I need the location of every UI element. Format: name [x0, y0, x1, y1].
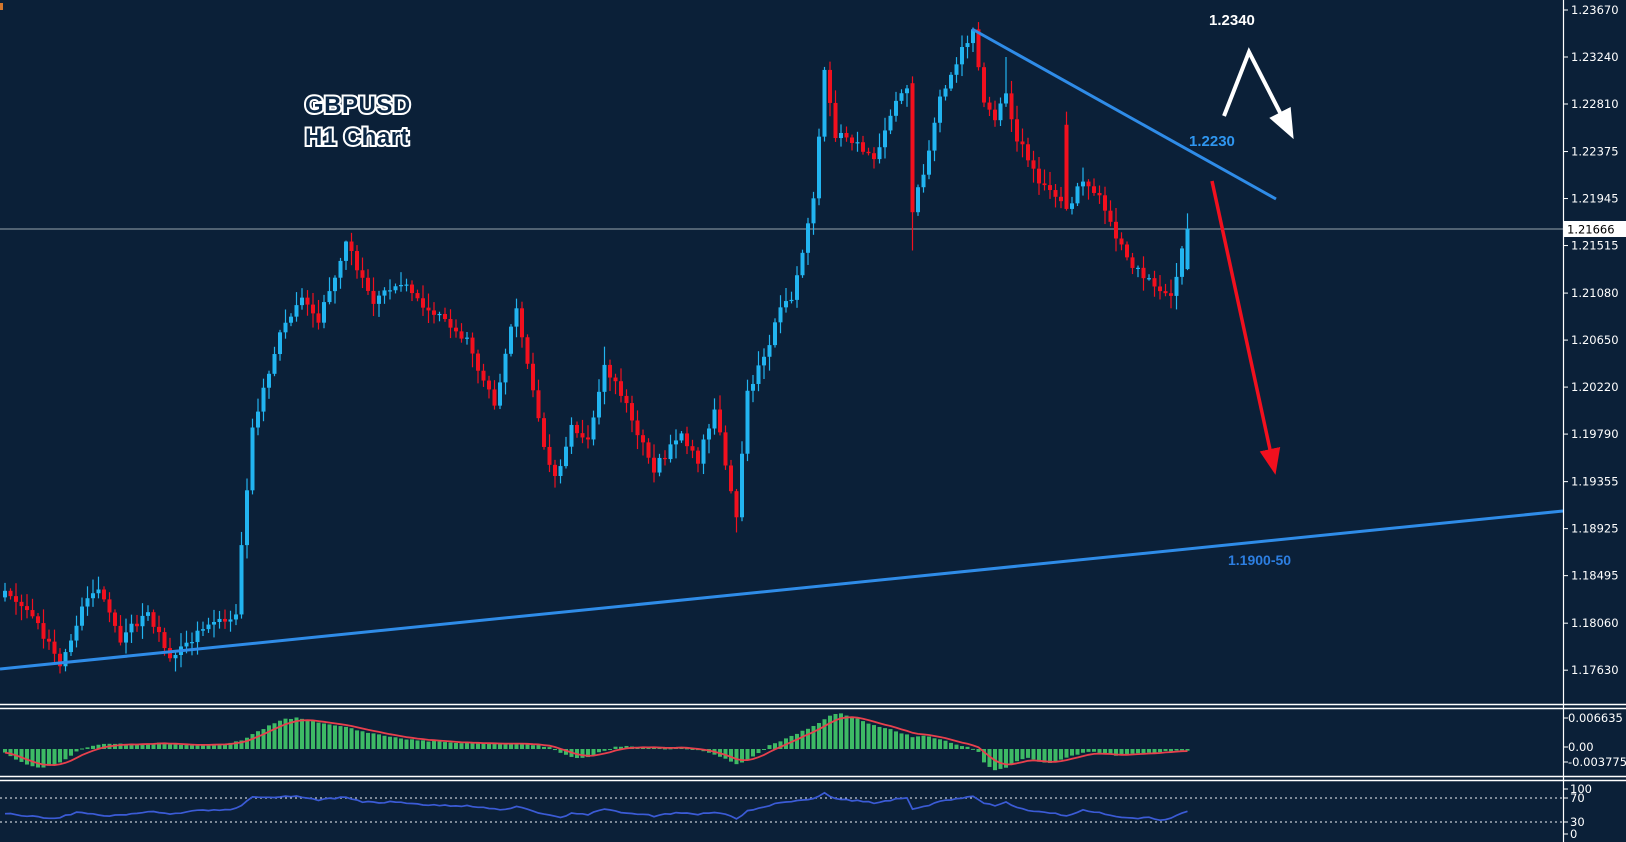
price-axis-label: 1.19355 — [1571, 475, 1619, 489]
rsi-axis-label: 30 — [1570, 815, 1585, 829]
symbol-title: GBPUSD — [305, 92, 411, 119]
rsi-main-line — [4, 791, 1188, 822]
descending-trendline[interactable] — [971, 27, 1277, 201]
macd-axis-label: 0.006635 — [1568, 711, 1623, 725]
rsi-axis-label: 0 — [1570, 827, 1577, 841]
price-axis-label: 1.20650 — [1571, 333, 1619, 347]
price-axis-label: 1.23240 — [1571, 50, 1619, 64]
white-zigzag-arrow[interactable] — [1222, 47, 1294, 140]
current-price-tag: 1.21666 — [1563, 221, 1626, 237]
macd-histogram-layer — [3, 713, 1190, 771]
current-price-value: 1.21666 — [1567, 223, 1615, 237]
screen-artifact — [0, 3, 3, 10]
trendline-price-label[interactable]: 1.2230 — [1189, 133, 1235, 150]
rsi-panel-plot-area[interactable] — [0, 780, 1563, 842]
ascending-trendline[interactable] — [0, 509, 1564, 671]
candlestick-layer — [3, 22, 1190, 674]
price-axis-label: 1.19790 — [1571, 427, 1619, 441]
main-chart-plot-area[interactable] — [0, 0, 1563, 704]
support-zone-label[interactable]: 1.1900-50 — [1228, 552, 1291, 568]
price-axis-label: 1.22375 — [1571, 145, 1619, 159]
resistance-price-label[interactable]: 1.2340 — [1209, 12, 1255, 29]
rsi-layer — [0, 791, 1563, 823]
price-axis-label: 1.21515 — [1571, 239, 1619, 253]
price-axis-label: 1.18495 — [1571, 569, 1619, 583]
price-axis-label: 1.18060 — [1571, 616, 1619, 630]
red-down-arrow[interactable] — [1210, 180, 1281, 475]
price-axis-label: 1.17630 — [1571, 663, 1619, 677]
macd-axis-label: 0.00 — [1568, 740, 1594, 754]
rsi-axis-label: 70 — [1570, 791, 1585, 805]
price-axis: 1.23670 1.23240 1.22810 1.22375 1.21945 1.215… — [1563, 3, 1626, 841]
macd-signal-line — [4, 716, 1188, 767]
macd-axis-label: -0.003775 — [1568, 755, 1626, 769]
timeframe-title: H1 Chart — [305, 124, 409, 151]
price-axis-label: 1.21080 — [1571, 286, 1619, 300]
rsi-axis-label: 100 — [1570, 782, 1592, 796]
price-axis-label: 1.22810 — [1571, 97, 1619, 111]
price-axis-label: 1.20220 — [1571, 380, 1619, 394]
price-axis-label: 1.18925 — [1571, 522, 1619, 536]
price-axis-label: 1.21945 — [1571, 192, 1619, 206]
price-axis-label: 1.23670 — [1571, 3, 1619, 17]
